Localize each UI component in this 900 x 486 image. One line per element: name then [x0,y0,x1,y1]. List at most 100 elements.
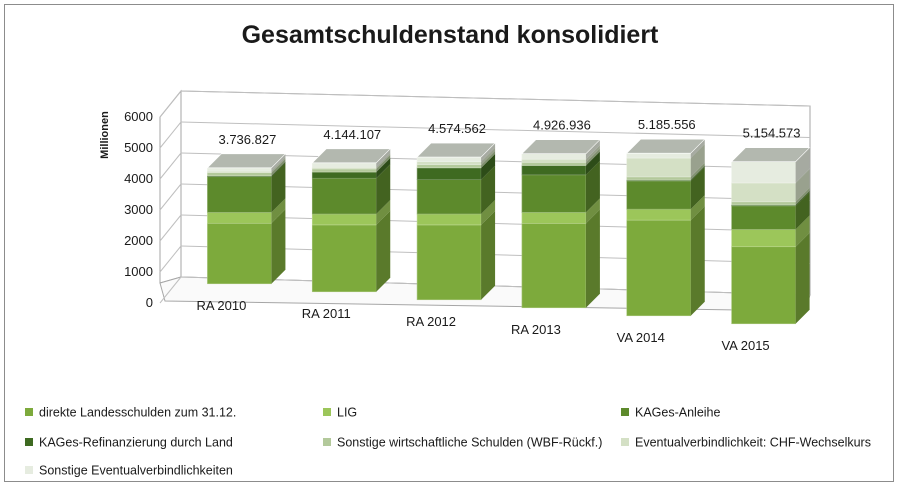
gridline [180,152,811,170]
x-tick-label: RA 2012 [406,314,456,329]
legend-item: KAGes-Refinanzierung durch Land [25,435,233,453]
data-label: 5.185.556 [638,117,696,132]
bar-segment-side [376,158,391,179]
bar-segment-side [585,209,600,308]
bar-segment [626,180,692,210]
gridline-side [159,245,182,273]
y-axis-label: Millionen [99,111,111,159]
x-tick-label: RA 2013 [511,322,561,337]
bar-segment-side [585,145,600,163]
bar-segment-side [585,139,600,160]
bar-top [521,139,601,154]
bar-segment-side [271,198,286,224]
legend-swatch [25,437,33,446]
y-tick-label: 1000 [124,264,153,279]
bar-segment-side [690,165,705,181]
bar-segment [521,212,587,224]
legend-swatch [621,407,629,416]
bar-segment [416,164,482,169]
data-label: 4.574.562 [428,121,486,136]
gridline [180,90,811,107]
bar-segment-side [271,158,286,176]
bar-segment [731,161,796,184]
bar-segment-side [481,150,496,168]
bar-segment [207,212,272,224]
bar-segment-side [585,148,600,166]
chart-plot: 0 1000 2000 3000 4000 5000 6000 Millionen 3.736.… [99,89,811,353]
gridline [180,183,811,201]
side-wall [159,89,182,284]
legend-item: LIG [323,405,357,423]
bar-segment-side [690,206,705,316]
bar-segment [521,165,587,176]
y-tick-label: 2000 [124,233,153,248]
bar-top [730,147,811,162]
legend-swatch [323,407,331,416]
legend-item: direkte Landesschulden zum 31.12. [25,405,236,423]
bar-segment [521,162,587,166]
gridline-side [159,90,182,118]
bar-segment-side [376,199,391,225]
bar-segment [311,213,377,226]
bar-segment-side [271,153,286,172]
bar-segment-side [585,151,600,175]
bar-segment [731,201,796,206]
bar-segment-side [376,153,391,169]
bar-segment-side [585,198,600,224]
gridline-side [159,121,182,149]
bar-top [416,142,496,158]
bar-segment [731,229,796,248]
bar-segment [626,157,692,178]
y-tick-label: 6000 [124,109,153,124]
bar-segment [311,171,377,179]
bar-segment [207,222,272,285]
legend-swatch [25,465,33,474]
bar-segment [207,172,272,177]
bar-segment-side [690,139,705,159]
legend-label: KAGes-Refinanzierung durch Land [39,435,233,450]
bar-segment [207,167,272,172]
data-label: 4.926.936 [533,118,591,133]
bar-segment [626,152,692,159]
bar-segment [311,224,377,293]
bar-segment-side [795,232,810,324]
bar-segment [521,153,587,160]
bar-segment-side [481,165,496,214]
bar-segment-side [795,190,810,206]
bar-segment-side [376,164,391,214]
bar-segment [521,223,587,309]
gridline-side [159,276,182,304]
bar-segment-side [376,210,391,292]
bar-segment [626,176,692,181]
legend-swatch [621,437,629,446]
bar-segment-side [585,160,600,213]
bar-top [206,153,287,169]
gridline-side [159,214,182,242]
bar-top [311,148,391,164]
x-tick-label: VA 2015 [721,338,769,353]
bar-segment [416,179,482,215]
bar-segment-side [481,147,496,165]
bar-segment [311,162,377,168]
bar-segment [731,205,796,230]
data-label: 3.736.827 [218,132,276,147]
gridline-side [159,183,182,211]
chart-frame: Gesamtschuldenstand konsolidiert 0 1000 20… [4,4,894,482]
bar-segment [416,161,482,166]
bar-top [626,138,706,154]
bar-segment [311,177,377,215]
data-label: 4.144.107 [323,127,381,142]
bar-segment-side [481,143,496,162]
bar-segment-side [690,166,705,210]
bar-segment-side [481,153,496,180]
bar-segment [416,224,482,301]
legend-swatch [323,437,331,446]
bar-segment [311,168,377,173]
legend-item: Eventualverbindlichkeit: CHF-Wechselkurs [621,435,871,453]
bar-segment-side [481,199,496,225]
y-tick-label: 5000 [124,140,153,155]
chart-title: Gesamtschuldenstand konsolidiert [241,21,659,49]
data-label: 5.154.573 [743,126,801,141]
legend-label: Sonstige Eventualverbindlichkeiten [39,463,233,478]
legend-label: direkte Landesschulden zum 31.12. [39,405,237,420]
